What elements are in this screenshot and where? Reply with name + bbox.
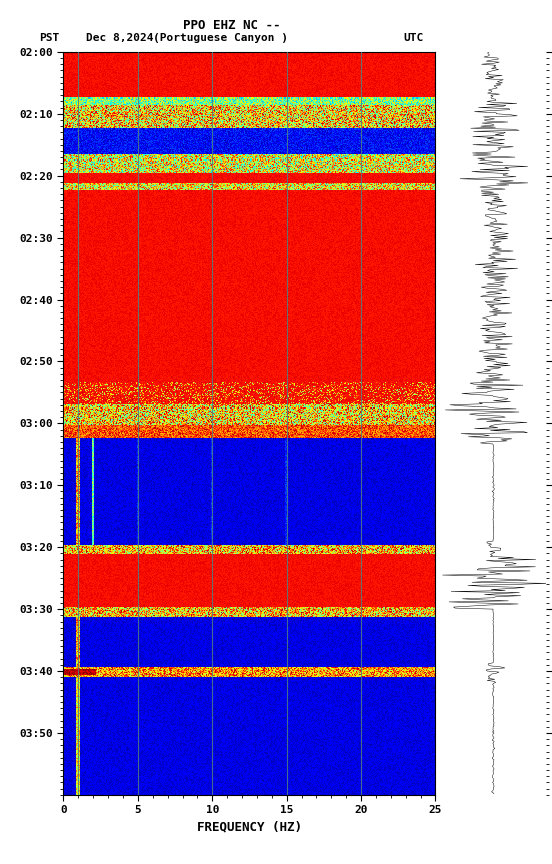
Text: (Portuguese Canyon ): (Portuguese Canyon ) — [153, 33, 288, 43]
Text: PPO EHZ NC --: PPO EHZ NC -- — [183, 19, 280, 32]
Text: Dec 8,2024: Dec 8,2024 — [86, 33, 153, 43]
Text: PST: PST — [39, 33, 59, 43]
Text: UTC: UTC — [404, 33, 424, 43]
X-axis label: FREQUENCY (HZ): FREQUENCY (HZ) — [197, 821, 302, 834]
